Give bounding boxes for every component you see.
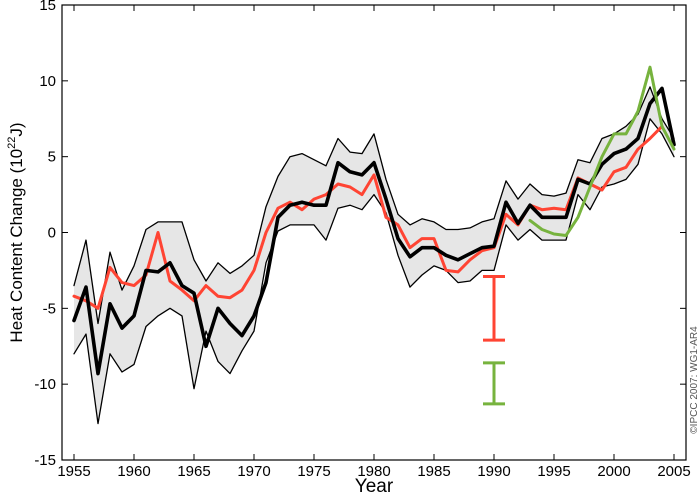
y-axis-title: Heat Content Change (1022J) <box>6 122 26 342</box>
x-tick-label: 2005 <box>657 463 690 480</box>
x-tick-label: 1955 <box>57 463 90 480</box>
y-axis-title-tail: J) <box>7 122 26 136</box>
x-tick-label: 1995 <box>537 463 570 480</box>
y-tick-label: -10 <box>34 376 56 393</box>
axis-ticks: 1955 1960 1965 1970 1975 1980 1985 1990 1995 2000… <box>34 0 690 480</box>
error-bars <box>483 274 505 406</box>
series-line-black <box>72 86 676 376</box>
y-tick-label: -15 <box>34 452 56 469</box>
y-tick-label: 10 <box>39 73 56 90</box>
ipcc-credit: ©IPCC 2007: WG1-AR4 <box>689 326 700 434</box>
x-tick-label: 1970 <box>237 463 270 480</box>
y-tick-label: 5 <box>48 149 56 166</box>
x-tick-label: 1980 <box>357 463 390 480</box>
uncertainty-band <box>74 86 674 424</box>
error-bar-green <box>483 361 505 406</box>
x-tick-label: 1975 <box>297 463 330 480</box>
series-line-red <box>72 124 664 310</box>
error-bar-red <box>483 274 505 342</box>
x-tick-label: 1985 <box>417 463 450 480</box>
x-tick-label: 1965 <box>177 463 210 480</box>
y-axis-title-main: Heat Content Change (10 <box>7 149 26 343</box>
y-axis-title-exponent: 22 <box>6 137 18 149</box>
series-line-lower <box>73 118 675 425</box>
series-line-upper <box>73 86 675 325</box>
y-tick-label: 0 <box>48 225 56 242</box>
series-line-green <box>528 65 676 237</box>
y-tick-label: 15 <box>39 0 56 14</box>
x-tick-label: 1960 <box>117 463 150 480</box>
y-tick-label: -5 <box>43 300 56 317</box>
series-lines <box>72 65 676 425</box>
x-tick-label: 2000 <box>597 463 630 480</box>
band-fill <box>74 86 674 424</box>
x-tick-label: 1990 <box>477 463 510 480</box>
x-axis-title: Year <box>355 476 394 496</box>
